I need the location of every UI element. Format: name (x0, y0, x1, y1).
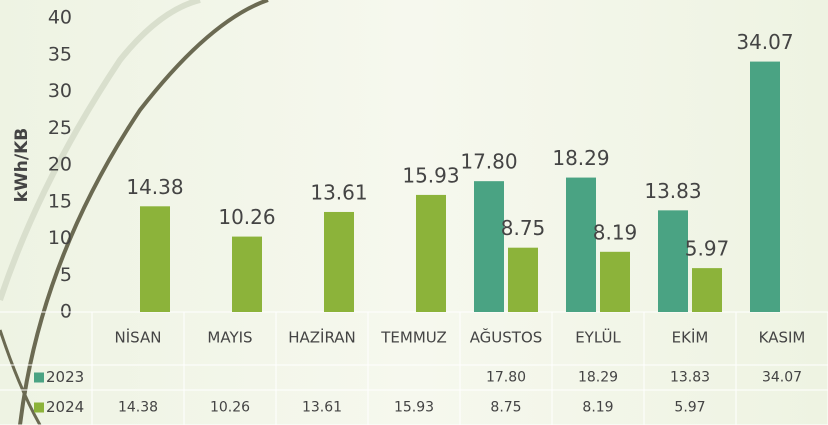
x-tick-label: TEMMUZ (380, 329, 447, 347)
bar (140, 206, 170, 312)
y-tick-label: 5 (60, 264, 72, 286)
table-cell: 8.19 (582, 400, 613, 416)
bar (692, 268, 722, 312)
x-tick-label: KASIM (759, 329, 806, 347)
bar (658, 210, 688, 312)
bar (566, 178, 596, 312)
y-tick-label: 35 (48, 43, 72, 65)
bar (600, 252, 630, 312)
table-cell: 13.61 (302, 400, 342, 416)
x-tick-label: AĞUSTOS (470, 328, 543, 347)
table-cell: 15.93 (394, 400, 434, 416)
data-label: 13.61 (310, 180, 367, 204)
y-tick-label: 10 (48, 227, 72, 249)
y-tick-label: 40 (48, 7, 72, 29)
bar (232, 237, 262, 312)
x-tick-label: MAYIS (207, 329, 252, 347)
legend-label: 2023 (46, 368, 84, 386)
chart: kWh/KB 0510152025303540NİSANMAYISHAZİRAN… (0, 0, 828, 425)
data-label: 15.93 (402, 163, 459, 187)
bar (416, 195, 446, 312)
y-tick-label: 30 (48, 80, 72, 102)
x-tick-label: HAZİRAN (288, 328, 356, 347)
table-cell: 34.07 (762, 370, 802, 386)
table-cell: 8.75 (490, 400, 521, 416)
table-cell: 17.80 (486, 370, 526, 386)
table-cell: 13.83 (670, 370, 710, 386)
x-tick-label: EYLÜL (575, 328, 621, 347)
legend-label: 2024 (46, 398, 84, 416)
data-label: 10.26 (218, 205, 275, 229)
data-label: 14.38 (126, 175, 183, 199)
bar (750, 62, 780, 312)
data-label: 13.83 (644, 179, 701, 203)
data-label: 34.07 (736, 30, 793, 54)
bar (508, 248, 538, 312)
bar (474, 181, 504, 312)
data-label: 5.97 (685, 237, 730, 261)
y-tick-label: 25 (48, 117, 72, 139)
legend-swatch (34, 403, 44, 413)
table-cell: 10.26 (210, 400, 250, 416)
bar (324, 212, 354, 312)
y-tick-label: 15 (48, 190, 72, 212)
legend-swatch (34, 373, 44, 383)
data-label: 8.19 (593, 220, 638, 244)
x-tick-label: NİSAN (115, 328, 162, 347)
x-tick-label: EKİM (672, 328, 709, 347)
data-label: 18.29 (552, 146, 609, 170)
table-cell: 18.29 (578, 370, 618, 386)
y-axis-label: kWh/KB (12, 128, 32, 203)
table-cell: 14.38 (118, 400, 158, 416)
page: kWh/KB 0510152025303540NİSANMAYISHAZİRAN… (0, 0, 828, 425)
data-label: 8.75 (501, 216, 546, 240)
y-tick-label: 20 (48, 154, 72, 176)
table-cell: 5.97 (674, 400, 705, 416)
data-label: 17.80 (460, 150, 517, 174)
